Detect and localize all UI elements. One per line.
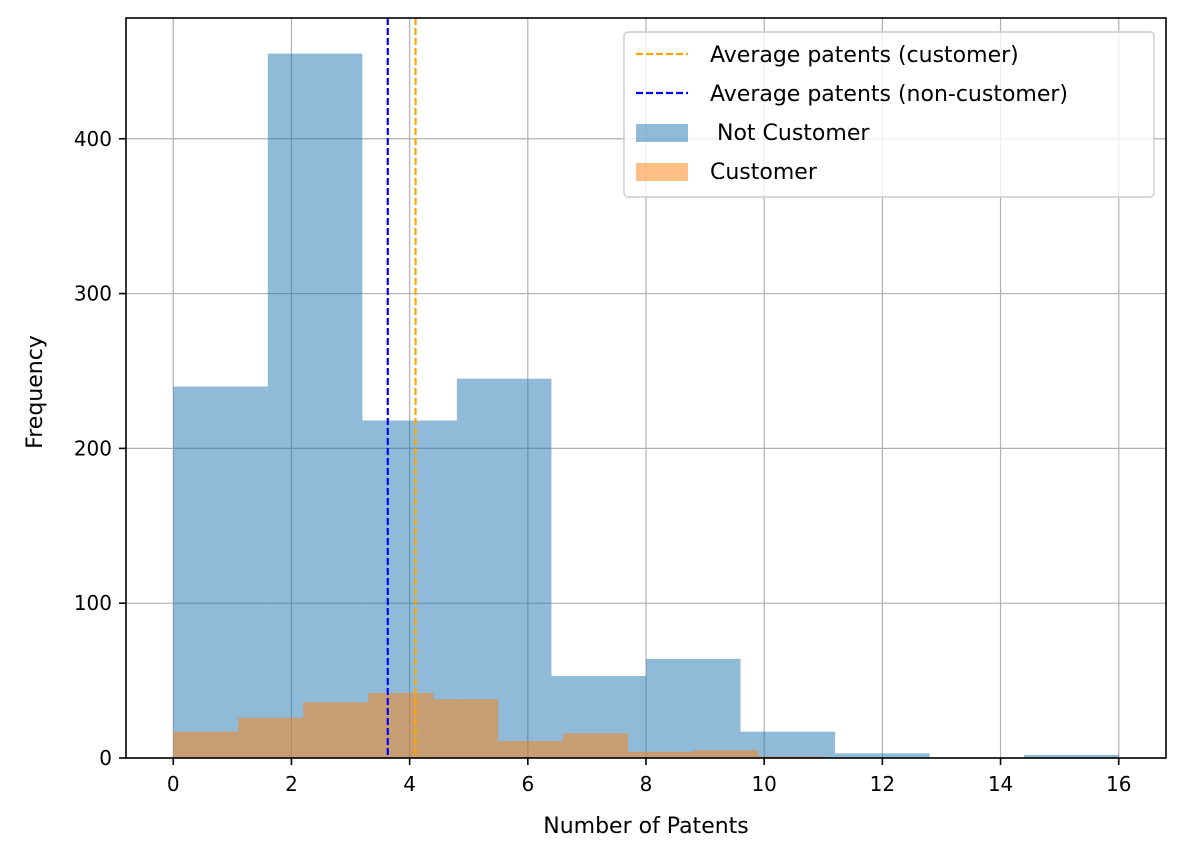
reference-lines-layer bbox=[386, 18, 417, 758]
histogram-bar-series-1 bbox=[368, 692, 434, 758]
histogram-bar-series-1 bbox=[238, 717, 304, 758]
histogram-bar-series-0 bbox=[456, 378, 552, 758]
x-tick-label: 4 bbox=[403, 772, 416, 796]
y-tick-label: 0 bbox=[99, 746, 112, 770]
legend-patch-swatch bbox=[636, 124, 688, 142]
y-tick-label: 200 bbox=[74, 436, 112, 460]
histogram-bar-series-1 bbox=[693, 750, 759, 758]
histogram-bar-series-1 bbox=[173, 731, 239, 758]
bars-layer bbox=[173, 53, 1119, 759]
legend-frame bbox=[623, 31, 1155, 198]
y-tick-label: 300 bbox=[74, 282, 112, 306]
x-axis-label: Number of Patents bbox=[543, 814, 749, 839]
histogram-bar-series-0 bbox=[1024, 754, 1119, 758]
ticks-layer: 0 2 4 6 8 10 12 14 16 0 100 200 300 400 bbox=[74, 127, 1132, 796]
legend-label: Average patents (customer) bbox=[710, 43, 1019, 68]
legend-patch-swatch bbox=[636, 163, 688, 181]
histogram-bar-series-0 bbox=[835, 753, 930, 758]
histogram-bar-series-1 bbox=[628, 751, 694, 758]
x-tick-label: 12 bbox=[870, 772, 895, 796]
x-tick-label: 14 bbox=[988, 772, 1013, 796]
histogram-bar-series-1 bbox=[433, 699, 499, 758]
legend-label: Average patents (non-customer) bbox=[710, 82, 1068, 107]
histogram-bar-series-0 bbox=[173, 386, 268, 758]
x-tick-label: 16 bbox=[1106, 772, 1131, 796]
x-tick-label: 8 bbox=[640, 772, 653, 796]
histogram-bar-series-1 bbox=[563, 733, 629, 758]
y-axis-label: Frequency bbox=[23, 335, 48, 449]
x-tick-label: 2 bbox=[285, 772, 298, 796]
x-tick-label: 0 bbox=[167, 772, 180, 796]
legend: Average patents (customer) Average patent… bbox=[623, 31, 1155, 198]
legend-label: Customer bbox=[710, 160, 818, 185]
x-tick-label: 10 bbox=[751, 772, 776, 796]
y-tick-label: 400 bbox=[74, 127, 112, 151]
y-tick-label: 100 bbox=[74, 591, 112, 615]
histogram-bar-series-1 bbox=[303, 702, 369, 758]
legend-label: Not Customer bbox=[710, 121, 870, 146]
x-tick-label: 6 bbox=[521, 772, 534, 796]
histogram-bar-series-1 bbox=[498, 740, 564, 758]
histogram-bar-series-0 bbox=[267, 53, 363, 759]
histogram-bar-series-0 bbox=[646, 658, 741, 758]
